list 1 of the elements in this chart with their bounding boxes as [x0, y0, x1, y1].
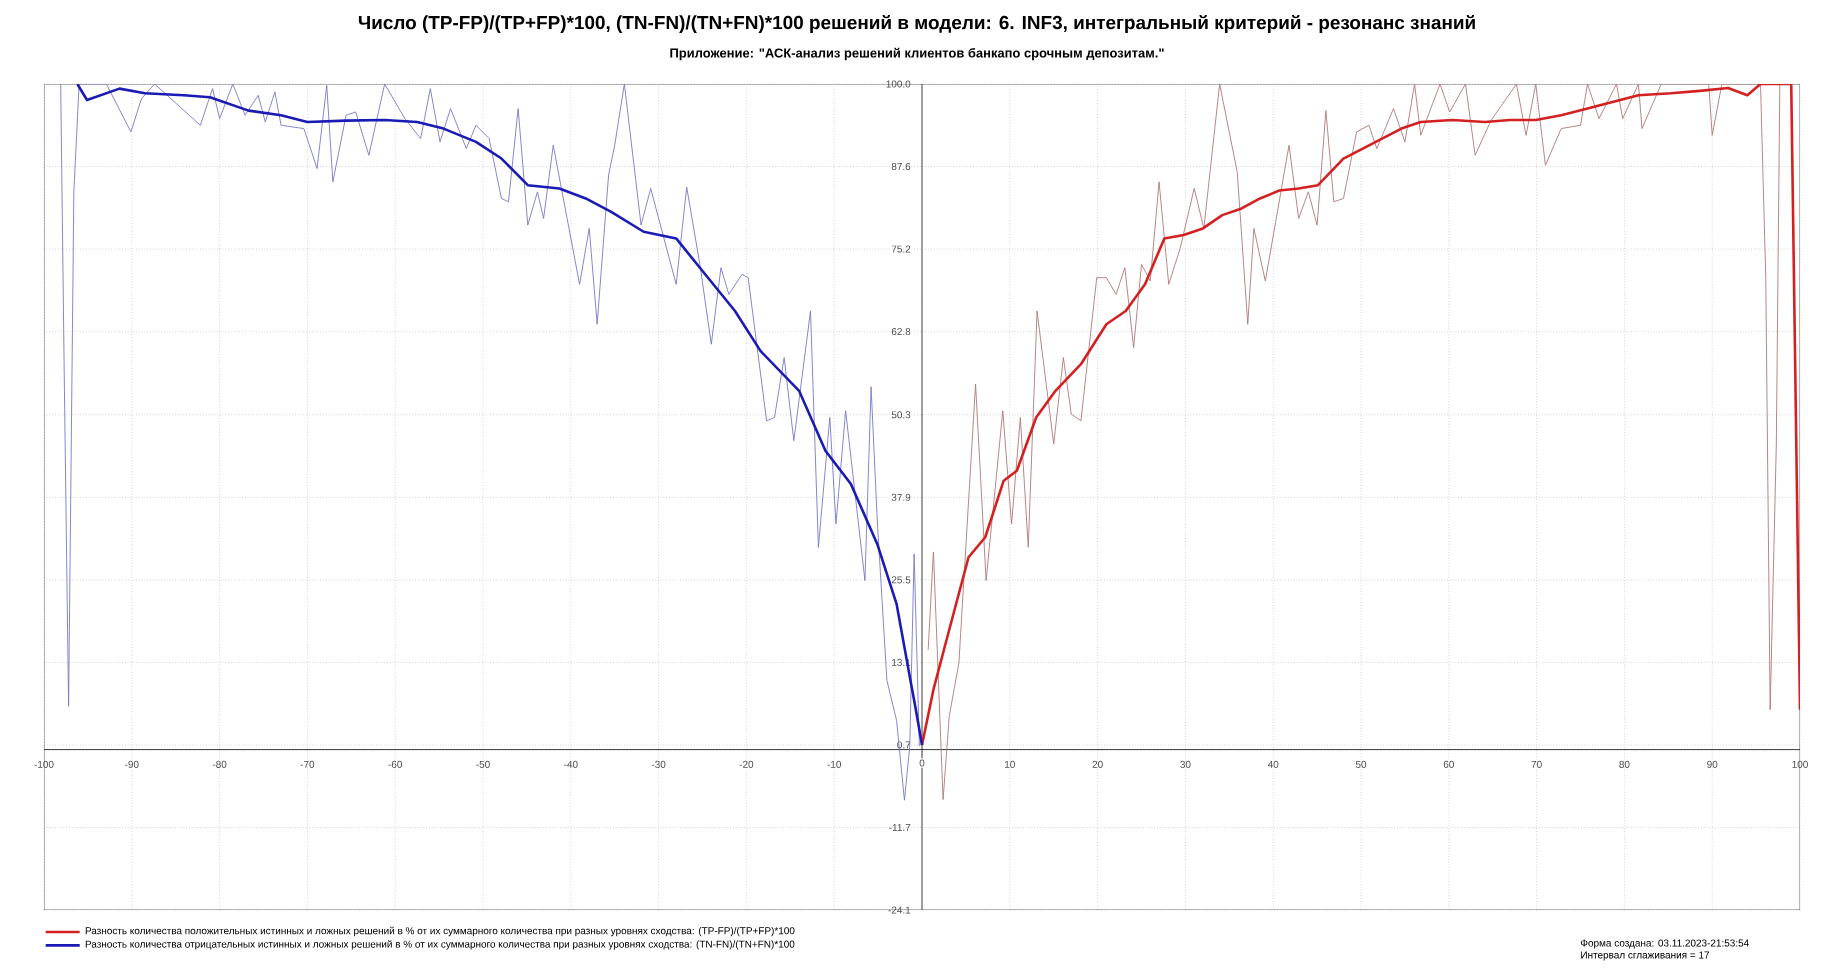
chart-title: Число (TP-FP)/(TP+FP)*100, (TN-FN)/(TN+FN)*100 решений в модели: 6. INF3, интегральный критерий - резонанс знаний	[358, 14, 1475, 33]
